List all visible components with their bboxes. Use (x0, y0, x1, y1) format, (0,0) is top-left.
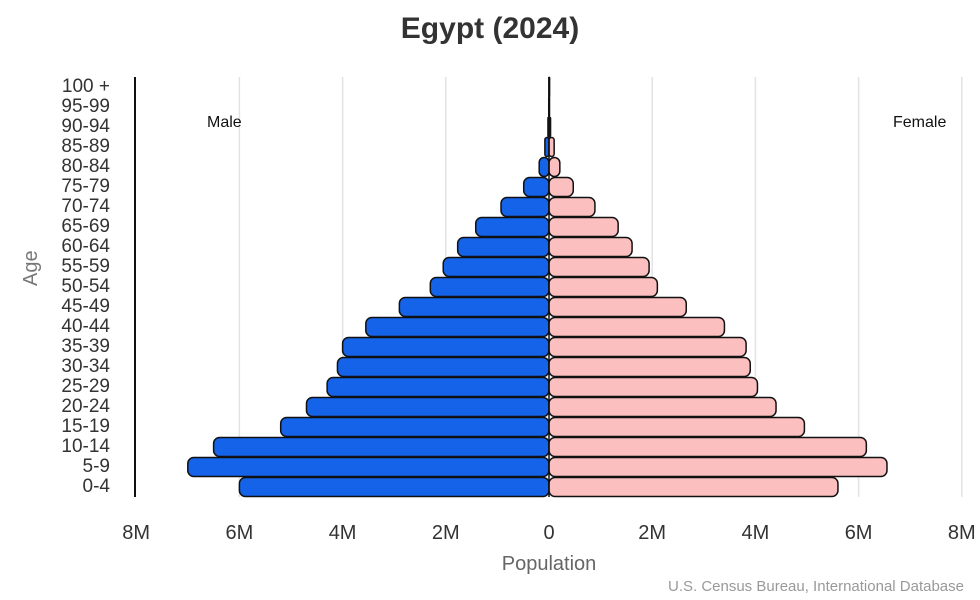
y-tick-label: 60-64 (61, 236, 110, 257)
y-tick-label: 55-59 (61, 256, 110, 277)
y-tick-label: 65-69 (61, 216, 110, 237)
female-bar (548, 476, 839, 498)
female-bar (548, 336, 747, 358)
y-tick-label: 25-29 (61, 376, 110, 397)
male-bar (336, 356, 550, 378)
male-bar (187, 456, 550, 478)
y-tick-label: 90-94 (61, 116, 110, 137)
chart-title: Egypt (2024) (400, 12, 580, 45)
y-tick-label: 70-74 (61, 196, 110, 217)
x-tick-label: 2M (431, 522, 460, 544)
female-bar (548, 156, 561, 178)
y-tick-label: 10-14 (61, 436, 110, 457)
y-tick-label: 100 + (61, 76, 110, 97)
male-label: Male (207, 114, 242, 131)
source-caption: U.S. Census Bureau, International Databa… (667, 578, 964, 595)
male-bar (212, 436, 550, 458)
y-tick-label: 45-49 (61, 296, 110, 317)
x-tick-label: 8M (122, 522, 151, 544)
male-bar (365, 316, 550, 338)
x-axis-label: Population (501, 553, 597, 575)
female-bar (548, 256, 650, 278)
y-tick-label: 35-39 (61, 336, 110, 357)
y-tick-label: 50-54 (61, 276, 110, 297)
female-bar (548, 456, 888, 478)
y-tick-label: 75-79 (61, 176, 110, 197)
x-tick-label: 4M (328, 522, 357, 544)
male-bar (326, 376, 550, 398)
female-bar (548, 416, 806, 438)
male-bar (500, 196, 550, 218)
y-tick-label: 0-4 (82, 476, 110, 497)
male-bar (279, 416, 550, 438)
female-bar (548, 356, 751, 378)
female-bar (548, 196, 596, 218)
x-tick-label: 8M (947, 522, 976, 544)
female-bar (548, 376, 759, 398)
x-tick-label: 6M (844, 522, 873, 544)
x-tick-label: 0 (543, 522, 555, 544)
female-bar (548, 276, 659, 298)
male-bar (538, 156, 550, 178)
x-tick-label: 4M (741, 522, 770, 544)
female-bar (548, 296, 688, 318)
y-tick-label: 30-34 (61, 356, 110, 377)
y-tick-label: 5-9 (82, 456, 110, 477)
female-bar (548, 216, 619, 238)
male-bar (341, 336, 550, 358)
male-bar (238, 476, 550, 498)
y-tick-label: 85-89 (61, 136, 110, 157)
y-tick-label: 40-44 (61, 316, 110, 337)
male-bar (305, 396, 550, 418)
x-tick-label: 6M (225, 522, 254, 544)
male-bar (429, 276, 550, 298)
male-bar (522, 176, 550, 198)
x-tick-label: 2M (638, 522, 667, 544)
y-tick-label: 15-19 (61, 416, 110, 437)
female-bar (548, 396, 777, 418)
female-bar (548, 436, 868, 458)
female-bar (548, 316, 726, 338)
female-bar (548, 236, 633, 258)
male-bar (474, 216, 550, 238)
y-tick-label: 80-84 (61, 156, 110, 177)
female-label: Female (893, 114, 947, 131)
y-tick-label: 95-99 (61, 96, 110, 117)
male-bar (398, 296, 550, 318)
female-bar (548, 176, 575, 198)
male-bar (456, 236, 550, 258)
y-tick-label: 20-24 (61, 396, 110, 417)
male-bar (442, 256, 550, 278)
female-bar (548, 136, 555, 158)
